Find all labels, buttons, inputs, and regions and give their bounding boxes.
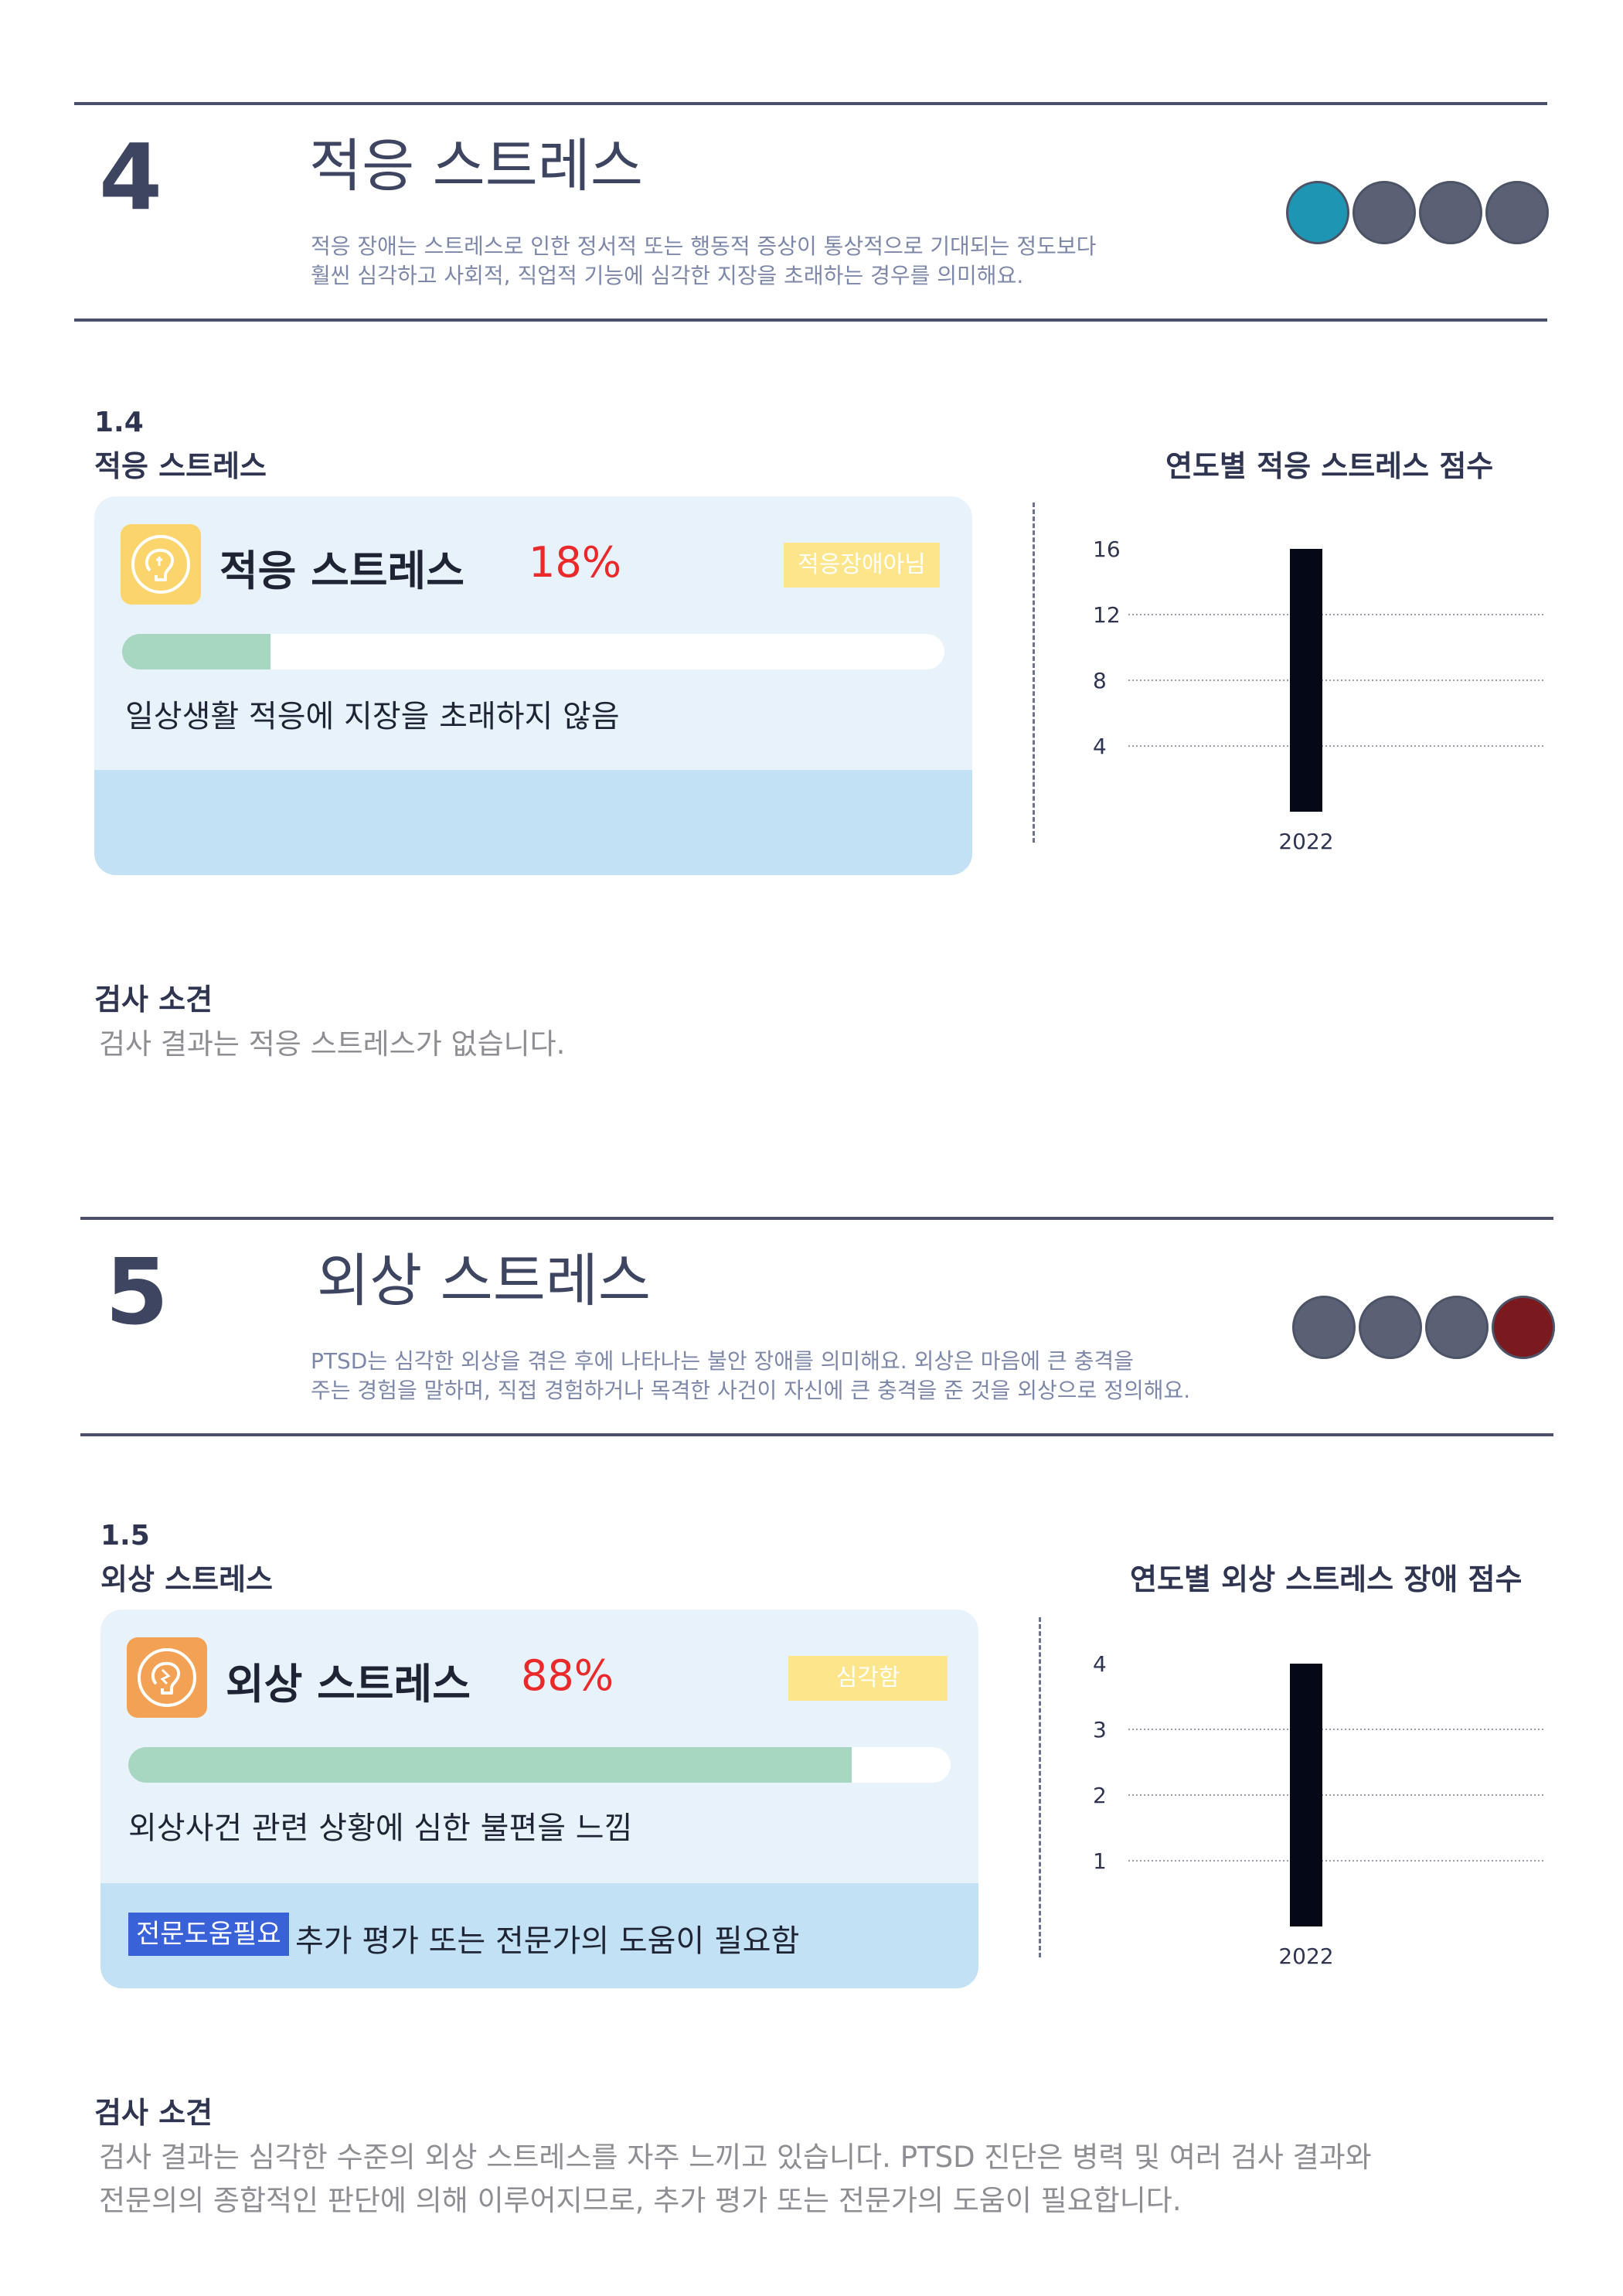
finding-title: 검사 소견 (94, 2096, 213, 2130)
section5-level-indicator (1292, 1296, 1555, 1359)
progress-bar-fill (122, 634, 270, 669)
level-dot-3 (1419, 181, 1482, 244)
section4-top-rule (74, 102, 1547, 105)
trauma-stress-chart: 1 2 3 4 2022 (1093, 1651, 1546, 1969)
card-footer (94, 770, 972, 875)
chart-title: 연도별 적응 스트레스 점수 (1165, 449, 1494, 483)
section5-bottom-rule (80, 1433, 1553, 1436)
y-tick-label: 8 (1093, 668, 1107, 693)
x-tick-label: 2022 (1278, 1943, 1333, 1969)
y-tick-label: 2 (1093, 1783, 1107, 1808)
finding-title: 검사 소견 (94, 983, 213, 1017)
finding-text-line2: 전문의의 종합적인 판단에 의해 이루어지므로, 추가 평가 또는 전문가의 도… (99, 2184, 1182, 2217)
section4-level-indicator (1286, 181, 1549, 244)
section4-sub-label: 적응 스트레스 (94, 449, 267, 483)
section4-bottom-rule (74, 319, 1547, 322)
y-tick-label: 16 (1093, 537, 1121, 562)
level-dot-2 (1359, 1296, 1422, 1359)
card-description: 외상사건 관련 상황에 심한 불편을 느낌 (128, 1811, 633, 1846)
progress-bar-track (128, 1747, 951, 1783)
section4-description-line1: 적응 장애는 스트레스로 인한 정서적 또는 행동적 증상이 통상적으로 기대되… (311, 233, 1097, 259)
y-tick-label: 4 (1093, 734, 1107, 759)
status-badge: 심각함 (788, 1656, 948, 1701)
chart-divider (1033, 502, 1035, 843)
level-dot-1 (1286, 181, 1349, 244)
card-description: 일상생활 적응에 지장을 초래하지 않음 (125, 699, 620, 734)
section5-title: 외상 스트레스 (317, 1248, 652, 1314)
section5-sub-number: 1.5 (100, 1520, 150, 1552)
y-tick-label: 1 (1093, 1848, 1107, 1874)
section5-sub-label: 외상 스트레스 (100, 1562, 273, 1596)
brain-icon (121, 524, 201, 605)
card-percent: 18% (529, 538, 622, 587)
section5-description-line2: 주는 경험을 말하며, 직접 경험하거나 목격한 사건이 자신에 큰 충격을 준… (311, 1378, 1191, 1403)
level-dot-1 (1292, 1296, 1356, 1359)
chart-bar (1290, 1664, 1322, 1926)
card-percent: 88% (521, 1651, 614, 1700)
progress-bar-track (122, 634, 944, 669)
level-dot-3 (1425, 1296, 1489, 1359)
chart-title: 연도별 외상 스트레스 장애 점수 (1130, 1562, 1523, 1596)
progress-bar-fill (128, 1747, 852, 1783)
status-badge: 적응장애아님 (784, 543, 940, 588)
brain-icon (127, 1637, 207, 1718)
finding-text: 검사 결과는 적응 스트레스가 없습니다. (99, 1027, 566, 1061)
chart-divider (1039, 1617, 1041, 1957)
section5-number: 5 (105, 1238, 169, 1345)
y-tick-label: 12 (1093, 602, 1121, 628)
level-dot-4 (1485, 181, 1549, 244)
chart-bar (1290, 549, 1322, 812)
section4-description-line2: 훨씬 심각하고 사회적, 직업적 기능에 심각한 지장을 초래하는 경우를 의미… (311, 263, 1024, 288)
y-tick-label: 4 (1093, 1651, 1107, 1677)
section4-title: 적응 스트레스 (309, 133, 644, 199)
trauma-stress-card: 외상 스트레스 88% 심각함 외상사건 관련 상황에 심한 불편을 느낌 전문… (100, 1610, 978, 1988)
help-needed-tag: 전문도움필요 (128, 1913, 289, 1956)
help-needed-text: 추가 평가 또는 전문가의 도움이 필요함 (295, 1923, 800, 1959)
card-title: 외상 스트레스 (226, 1660, 471, 1708)
card-title: 적응 스트레스 (219, 547, 464, 595)
section5-top-rule (80, 1217, 1553, 1220)
section4-sub-number: 1.4 (94, 407, 144, 438)
x-tick-label: 2022 (1278, 829, 1333, 854)
level-dot-4 (1492, 1296, 1555, 1359)
adaptation-stress-card: 적응 스트레스 18% 적응장애아님 일상생활 적응에 지장을 초래하지 않음 (94, 496, 972, 875)
finding-text-line1: 검사 결과는 심각한 수준의 외상 스트레스를 자주 느끼고 있습니다. PTS… (99, 2141, 1372, 2174)
section4-number: 4 (99, 124, 163, 230)
level-dot-2 (1352, 181, 1416, 244)
section5-description-line1: PTSD는 심각한 외상을 겪은 후에 나타나는 불안 장애를 의미해요. 외상… (311, 1348, 1134, 1374)
y-tick-label: 3 (1093, 1717, 1107, 1742)
adaptation-stress-chart: 4 8 12 16 2022 (1093, 537, 1546, 854)
